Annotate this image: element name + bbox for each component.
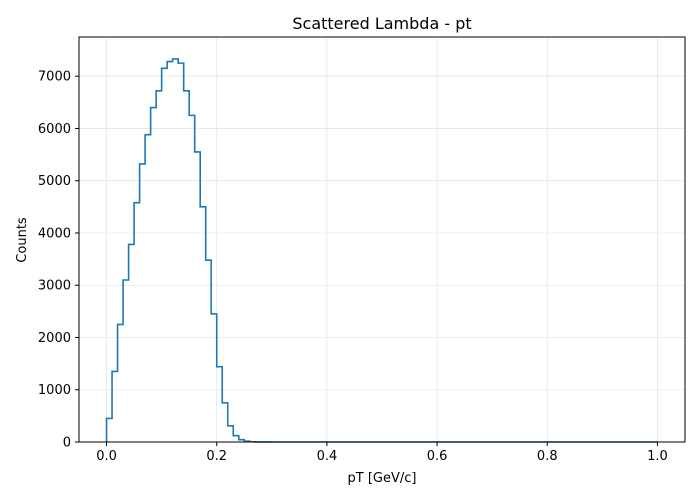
axes: 0.0 0.2 0.4 0.6 0.8 1.0 0 1000 2000 3000 4000 5000 6… [38, 36, 686, 464]
histogram-bin-0 [107, 418, 113, 442]
histogram-bin-20 [217, 367, 223, 442]
histogram-series [105, 58, 658, 443]
histogram-bin-7 [145, 135, 151, 442]
histogram-bin-15 [189, 115, 195, 442]
histogram-bin-6 [140, 164, 146, 442]
histogram-bin-12 [173, 59, 179, 442]
histogram-bin-3 [123, 280, 129, 442]
histogram-bin-18 [206, 260, 212, 442]
histogram-bin-4 [129, 244, 135, 442]
histogram-bin-13 [178, 63, 184, 442]
y-tick-label-4: 4000 [38, 226, 71, 241]
histogram-step-line [105, 58, 658, 443]
x-tick-label-5: 1.0 [647, 449, 668, 464]
histogram-bin-16 [195, 152, 201, 442]
x-tick-label-2: 0.4 [317, 449, 338, 464]
histogram-bin-2 [118, 324, 124, 442]
y-tick-label-6: 6000 [38, 122, 71, 137]
x-axis-label: pT [GeV/c] [348, 471, 417, 486]
histogram-bin-10 [162, 68, 168, 442]
y-tick-label-1: 1000 [38, 383, 71, 398]
y-tick-label-5: 5000 [38, 174, 71, 189]
histogram-bin-11 [167, 62, 173, 442]
x-tick-label-0: 0.0 [96, 449, 117, 464]
histogram-bin-19 [211, 314, 217, 442]
x-tick-label-4: 0.8 [537, 449, 558, 464]
histogram-bin-14 [184, 91, 190, 442]
histogram-bin-23 [233, 436, 239, 442]
y-tick-label-0: 0 [63, 436, 71, 451]
y-tick-label-7: 7000 [38, 70, 71, 85]
histogram-bin-5 [134, 203, 140, 442]
plot-frame [78, 36, 686, 443]
grid-lines [79, 37, 685, 443]
histogram-bin-8 [151, 108, 157, 442]
chart-title: Scattered Lambda - pt [292, 14, 471, 33]
histogram-bin-21 [222, 403, 228, 442]
histogram-bin-1 [112, 371, 118, 442]
histogram-bin-17 [200, 207, 206, 442]
x-tick-label-1: 0.2 [206, 449, 227, 464]
histogram-bin-22 [228, 426, 234, 442]
y-tick-label-2: 2000 [38, 331, 71, 346]
histogram-bin-9 [156, 91, 162, 442]
y-tick-label-3: 3000 [38, 279, 71, 294]
x-tick-label-3: 0.6 [427, 449, 448, 464]
y-axis-label: Counts [15, 217, 30, 263]
